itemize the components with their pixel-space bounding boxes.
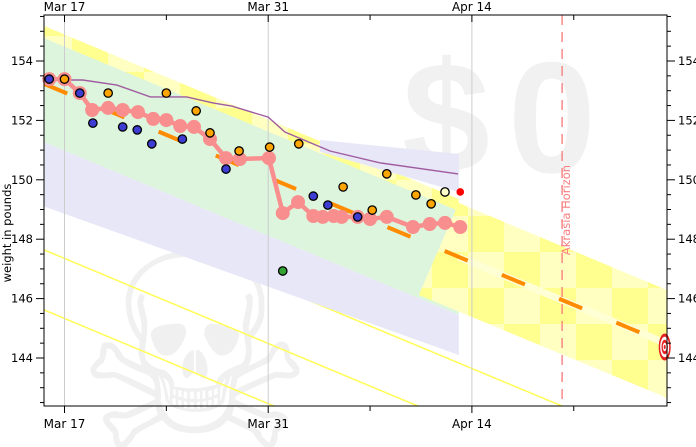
y-tick-label-left: 148 xyxy=(11,232,33,246)
rosy-dot xyxy=(186,119,201,134)
guideline xyxy=(43,309,275,407)
axes: Mar 17 Mar 17 Mar 31 Mar 31 Apr 14 Apr 14 144 1… xyxy=(0,0,696,431)
x-tick-label-top: Mar 17 xyxy=(44,0,86,14)
datapoint-blue xyxy=(177,134,188,144)
yellow-road-past xyxy=(44,26,459,211)
x-tick-label-bottom: Mar 31 xyxy=(247,417,289,431)
akrasia-horizon-label: Akrasia Horizon xyxy=(559,165,573,255)
y-tick-label-right: 150 xyxy=(678,173,696,187)
rosy-dot xyxy=(291,195,306,210)
y-tick-label-right: 144 xyxy=(678,351,696,365)
datapoint-orange xyxy=(411,190,421,200)
plot-border xyxy=(43,14,668,407)
y-tick-label-right: 148 xyxy=(678,232,696,246)
rosy-dot xyxy=(146,111,161,126)
y-tick-label-right: 146 xyxy=(678,292,696,306)
rosy-dot xyxy=(334,209,349,224)
datapoint-blue xyxy=(132,125,143,135)
yellow-road-future xyxy=(418,203,667,398)
rosy-dot xyxy=(130,105,145,120)
rosy-line xyxy=(49,76,461,230)
rosy-dot xyxy=(437,215,452,230)
lavender-buffer-region xyxy=(44,142,459,355)
y-tick-label-left: 152 xyxy=(11,113,33,127)
datapoint-blue xyxy=(352,212,363,222)
y-tick-label-left: 154 xyxy=(11,54,33,68)
datapoint-red xyxy=(456,188,465,196)
datapoint-blue xyxy=(88,118,98,128)
goal-bullseye-icon xyxy=(658,333,671,361)
moving-average-line xyxy=(45,79,459,175)
datapoint-orange xyxy=(338,182,348,192)
x-tick-label-top: Mar 31 xyxy=(247,0,289,14)
datapoint-orange xyxy=(426,199,437,209)
rosy-dot xyxy=(159,113,174,128)
datapoint-blue xyxy=(117,122,128,132)
rosy-dot xyxy=(219,151,234,166)
x-tick-label-top: Apr 14 xyxy=(452,0,492,14)
rosy-dot xyxy=(379,209,394,224)
datapoint-orange xyxy=(293,139,304,149)
x-tick-label-bottom: Apr 14 xyxy=(452,417,492,431)
datapoint-orange xyxy=(367,205,378,215)
aura-wedge-region xyxy=(319,140,459,192)
y-tick-label-right: 154 xyxy=(678,54,696,68)
axis-tick-labels: Mar 17 Mar 17 Mar 31 Mar 31 Apr 14 Apr 14 144 1… xyxy=(11,0,696,431)
y-tick-label-left: 146 xyxy=(11,292,33,306)
rosy-dot xyxy=(363,212,378,227)
datapoint-orange xyxy=(103,88,114,98)
datapoint-blue xyxy=(146,139,157,149)
datapoint-blue xyxy=(44,74,55,84)
y-tick-label-right: 152 xyxy=(678,113,696,127)
road-centerline-dashes xyxy=(43,82,668,346)
datapoint-orange xyxy=(59,74,70,84)
rosy-dot xyxy=(422,217,437,232)
datapoint-blue xyxy=(308,191,319,201)
datapoint-orange xyxy=(264,142,275,152)
road-centerline xyxy=(43,82,668,346)
rosy-dot xyxy=(453,220,468,235)
rosy-dot xyxy=(315,209,330,224)
y-axis-title: weight in pounds xyxy=(0,184,14,283)
datapoint-cream xyxy=(440,187,450,197)
data-series xyxy=(42,72,468,276)
x-tick-label-bottom: Mar 17 xyxy=(44,417,86,431)
rosy-dot xyxy=(115,103,130,118)
axis-ticks xyxy=(36,15,675,413)
datapoint-orange xyxy=(205,128,215,138)
bullseye-ring xyxy=(663,344,666,350)
y-tick-label-left: 144 xyxy=(11,351,33,365)
rosy-dot xyxy=(275,206,290,221)
datapoint-orange xyxy=(191,106,202,116)
datapoint-blue xyxy=(74,88,85,98)
rosy-dot xyxy=(261,151,276,166)
datapoint-orange xyxy=(381,169,392,179)
road-regions xyxy=(44,26,669,398)
rosy-dot xyxy=(232,152,247,167)
rosy-dot xyxy=(173,119,188,134)
guideline xyxy=(43,249,419,407)
rosy-dot xyxy=(405,220,420,235)
datapoint-blue xyxy=(221,164,231,174)
rosy-dot xyxy=(101,100,116,115)
green-safe-region xyxy=(44,36,459,315)
y-tick-label-left: 150 xyxy=(11,173,33,187)
datapoint-orange xyxy=(161,88,172,98)
rosy-dot xyxy=(85,103,100,118)
datapoint-orange xyxy=(234,146,244,156)
datapoint-blue xyxy=(323,200,333,210)
datapoint-green xyxy=(277,266,288,276)
